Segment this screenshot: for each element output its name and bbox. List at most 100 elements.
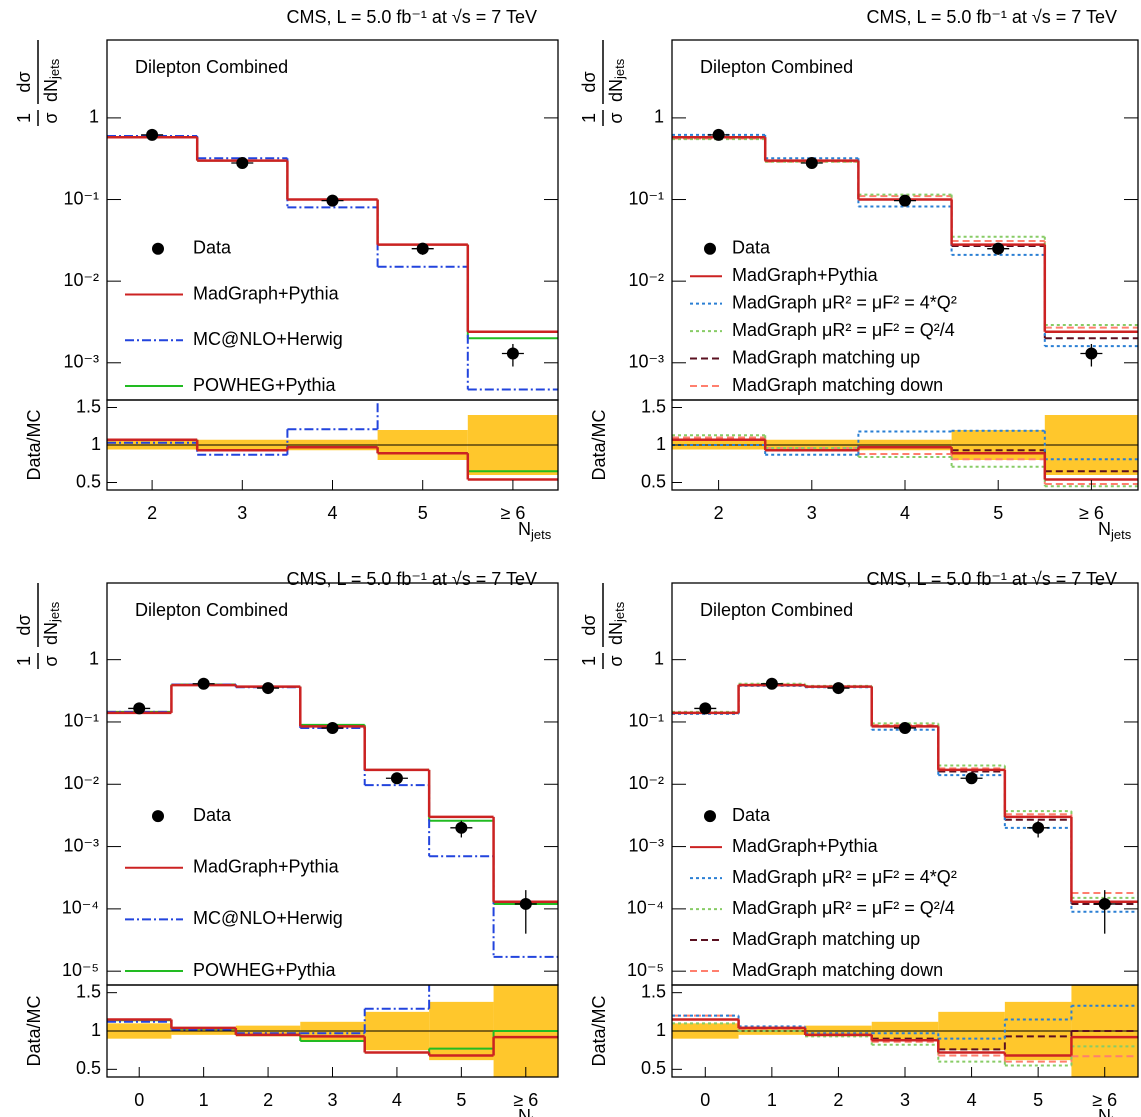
y-tick-label: 10⁻⁴ [62, 898, 99, 918]
ratio-y-label: Data/MC [24, 409, 44, 480]
ratio-y-tick-label: 1.5 [76, 981, 101, 1001]
data-point [519, 897, 532, 910]
ratio-y-tick-label: 1.5 [641, 981, 666, 1001]
x-tick-label: ≥ 6 [1079, 503, 1104, 523]
y-tick-label: 1 [89, 648, 99, 668]
y-tick-label: 10⁻² [628, 270, 664, 290]
x-axis-label: Njets [1098, 519, 1132, 543]
ratio-plot [107, 400, 558, 481]
panel: CMS, L = 5.0 fb⁻¹ at √s = 7 TeV Dilepton … [14, 7, 559, 542]
legend-label: MadGraph μR² = μF² = Q²/4 [732, 320, 955, 340]
data-point [1032, 821, 1045, 834]
x-label-part: N [1098, 519, 1111, 539]
data-point [146, 128, 159, 141]
ratio-plot [107, 985, 558, 1077]
y-label-part: σ [606, 655, 626, 666]
panel: CMS, L = 5.0 fb⁻¹ at √s = 7 TeV Dilepton … [14, 569, 559, 1117]
legend-label: POWHEG+Pythia [193, 375, 337, 395]
legend-label: Data [193, 238, 232, 258]
data-point [236, 157, 249, 170]
y-label-sub: jets [612, 58, 627, 80]
chart-title: CMS, L = 5.0 fb⁻¹ at √s = 7 TeV [867, 7, 1118, 27]
y-label-sub: jets [47, 601, 62, 623]
ratio-plot [672, 985, 1138, 1077]
ratio-plot [672, 415, 1138, 488]
ratio-y-tick-label: 1.5 [76, 396, 101, 416]
y-label-part: dN [41, 622, 61, 645]
chart-title: CMS, L = 5.0 fb⁻¹ at √s = 7 TeV [287, 569, 538, 589]
x-tick-label: ≥ 6 [513, 1090, 538, 1110]
x-axis-label: Njets [518, 1106, 552, 1117]
y-axis-label: 1 σdσ dNjets [14, 40, 63, 126]
x-tick-label: 1 [199, 1090, 209, 1110]
x-tick-label: 5 [418, 503, 428, 523]
data-point [712, 128, 725, 141]
x-tick-label: 5 [456, 1090, 466, 1110]
ratio-y-tick-label: 1 [91, 1020, 101, 1040]
y-label-part: σ [606, 112, 626, 123]
x-tick-label: 0 [134, 1090, 144, 1110]
data-point [805, 157, 818, 170]
legend-label: MadGraph μR² = μF² = Q²/4 [732, 898, 955, 918]
legend-marker [152, 810, 164, 823]
y-tick-label: 1 [89, 107, 99, 127]
annotation: Dilepton Combined [700, 600, 853, 620]
legend-label: Data [732, 805, 771, 825]
y-tick-label: 10⁻¹ [628, 188, 664, 208]
y-label-part: dNjets [606, 601, 628, 645]
legend-label: MadGraph+Pythia [193, 857, 340, 877]
legend-label: MadGraph+Pythia [732, 265, 879, 285]
x-tick-label: ≥ 6 [500, 503, 525, 523]
y-label-part: 1 [579, 656, 599, 666]
ratio-y-tick-label: 0.5 [641, 1058, 666, 1078]
data-point [506, 347, 519, 360]
data-point [455, 821, 468, 834]
ratio-y-tick-label: 1 [91, 434, 101, 454]
chart-title: CMS, L = 5.0 fb⁻¹ at √s = 7 TeV [867, 569, 1118, 589]
x-tick-label: 2 [263, 1090, 273, 1110]
legend-label: MadGraph matching up [732, 347, 920, 367]
chart-title: CMS, L = 5.0 fb⁻¹ at √s = 7 TeV [287, 7, 538, 27]
legend-label: MC@NLO+Herwig [193, 329, 343, 349]
y-label-part: σ [41, 655, 61, 666]
x-axis-label: Njets [1098, 1106, 1132, 1117]
x-tick-label: ≥ 6 [1092, 1090, 1117, 1110]
x-tick-label: 4 [327, 503, 337, 523]
y-label-part: dNjets [606, 58, 628, 102]
y-tick-label: 10⁻² [63, 270, 99, 290]
data-point [326, 194, 339, 207]
ratio-y-tick-label: 0.5 [76, 471, 101, 491]
data-point [416, 242, 429, 255]
main-plot [107, 128, 558, 391]
legend-label: MC@NLO+Herwig [193, 908, 343, 928]
y-label-part: 1 [14, 113, 34, 123]
x-tick-label: 1 [767, 1090, 777, 1110]
y-tick-label: 1 [654, 648, 664, 668]
y-label-part: dNjets [41, 58, 63, 102]
legend-label: MadGraph matching down [732, 960, 943, 980]
x-tick-label: 3 [237, 503, 247, 523]
x-tick-label: 5 [993, 503, 1003, 523]
y-tick-label: 1 [654, 107, 664, 127]
y-label-part: dσ [14, 71, 34, 92]
x-tick-label: 3 [900, 1090, 910, 1110]
main-plot [672, 128, 1138, 367]
data-point [1098, 897, 1111, 910]
y-label-part: dσ [579, 614, 599, 635]
y-tick-label: 10⁻⁵ [627, 960, 664, 980]
y-label-part: dN [41, 79, 61, 102]
legend-label: Data [193, 805, 232, 825]
x-tick-label: 3 [807, 503, 817, 523]
plot-frame [671, 582, 1139, 986]
x-tick-label: 2 [714, 503, 724, 523]
x-label-sub: jets [530, 1114, 552, 1117]
x-tick-label: 4 [392, 1090, 402, 1110]
ratio-y-label: Data/MC [589, 995, 609, 1066]
x-label-sub: jets [1110, 527, 1132, 542]
annotation: Dilepton Combined [135, 57, 288, 77]
data-point [699, 702, 712, 715]
legend-label: MadGraph μR² = μF² = 4*Q² [732, 867, 957, 887]
y-label-part: 1 [579, 113, 599, 123]
x-tick-label: 4 [900, 503, 910, 523]
y-tick-label: 10⁻³ [63, 352, 99, 372]
